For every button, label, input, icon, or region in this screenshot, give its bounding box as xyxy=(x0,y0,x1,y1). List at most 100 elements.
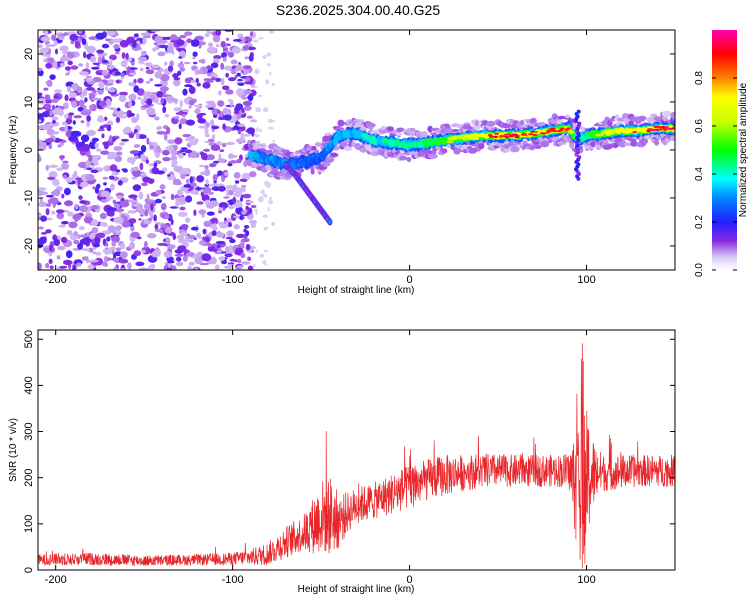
noise-blob xyxy=(264,180,269,187)
noise-blob xyxy=(140,136,147,139)
ridge-halo xyxy=(427,125,433,133)
noise-blob xyxy=(236,265,244,269)
noise-blob xyxy=(237,258,242,264)
noise-blob xyxy=(236,140,246,144)
noise-blob xyxy=(99,222,104,226)
noise-blob xyxy=(82,143,90,152)
noise-blob xyxy=(128,113,135,117)
noise-blob xyxy=(179,67,186,72)
noise-blob xyxy=(68,114,73,120)
figure-title: S236.2025.304.00.40.G25 xyxy=(276,2,440,18)
noise-blob xyxy=(62,174,67,179)
noise-blob xyxy=(241,185,247,188)
noise-blob xyxy=(153,162,158,168)
ridge-halo xyxy=(569,141,575,149)
noise-blob xyxy=(137,56,148,62)
colorbar: 0.0 0.2 0.4 0.6 0.8 Normalized spectral ampl… xyxy=(694,30,749,277)
noise-blob xyxy=(141,249,146,254)
noise-blob xyxy=(56,255,61,260)
noise-blob xyxy=(65,250,73,259)
noise-blob xyxy=(162,106,167,114)
noise-blob xyxy=(255,210,258,215)
noise-blob xyxy=(245,243,251,251)
noise-blob xyxy=(199,67,203,75)
noise-blob xyxy=(38,119,42,123)
noise-blob xyxy=(72,120,76,125)
noise-blob xyxy=(204,127,209,135)
x-tick-label: 0 xyxy=(407,274,413,286)
ridge-core xyxy=(545,131,550,134)
noise-blob xyxy=(75,139,79,145)
noise-blob xyxy=(103,182,107,186)
noise-blob xyxy=(85,160,91,166)
ridge-halo xyxy=(557,141,567,146)
noise-blob xyxy=(266,52,272,57)
noise-blob xyxy=(40,232,48,235)
noise-blob xyxy=(160,73,170,82)
ridge-halo xyxy=(323,161,331,167)
noise-blob xyxy=(208,184,216,187)
noise-blob xyxy=(111,248,115,255)
noise-blob xyxy=(79,99,84,107)
noise-blob xyxy=(78,226,85,231)
ridge-halo xyxy=(427,153,438,159)
noise-blob xyxy=(239,214,244,221)
noise-blob xyxy=(188,261,195,266)
noise-blob xyxy=(134,155,139,160)
ridge-core xyxy=(632,131,638,134)
x-tick-label: 0 xyxy=(407,574,413,586)
noise-blob xyxy=(206,30,210,35)
noise-blob xyxy=(182,113,186,118)
noise-blob xyxy=(102,124,109,128)
colorbar-tick-label: 0.6 xyxy=(694,119,705,133)
noise-blob xyxy=(116,195,123,200)
noise-blob xyxy=(160,203,167,211)
noise-blob xyxy=(222,107,229,115)
noise-blob xyxy=(102,176,109,180)
noise-blob xyxy=(61,221,69,225)
noise-blob xyxy=(185,195,193,203)
noise-blob xyxy=(235,88,245,96)
ridge-halo xyxy=(298,168,305,173)
noise-blob xyxy=(158,39,168,44)
ridge-core xyxy=(552,129,558,132)
ridge-halo xyxy=(257,144,267,148)
noise-blob xyxy=(244,225,250,229)
noise-blob xyxy=(221,52,227,59)
noise-blob xyxy=(78,71,89,76)
noise-blob xyxy=(165,146,175,151)
noise-blob xyxy=(243,67,250,75)
colorbar-tick-label: 0.4 xyxy=(694,167,705,181)
noise-blob xyxy=(218,90,222,96)
noise-blob xyxy=(193,191,199,195)
noise-blob xyxy=(44,99,53,104)
noise-blob xyxy=(38,107,44,110)
noise-blob xyxy=(144,92,153,96)
noise-blob xyxy=(235,103,243,110)
noise-blob xyxy=(90,169,99,174)
noise-blob xyxy=(113,44,120,49)
noise-blob xyxy=(70,65,79,70)
noise-blob xyxy=(69,33,79,42)
ridge-core xyxy=(522,134,528,137)
noise-blob xyxy=(109,58,113,66)
noise-blob xyxy=(157,125,163,130)
snr-panel: -200 -100 0 100 0 100 200 300 400 500 Height of … xyxy=(8,329,676,595)
noise-blob xyxy=(102,59,109,64)
noise-blob xyxy=(200,58,206,64)
noise-blob xyxy=(154,150,160,159)
noise-blob xyxy=(196,251,204,258)
noise-blob xyxy=(51,34,57,41)
noise-blob xyxy=(144,62,153,67)
noise-blob xyxy=(166,126,171,135)
ridge-halo xyxy=(384,149,389,157)
noise-blob xyxy=(47,176,56,180)
branch-core xyxy=(328,220,332,224)
x-tick-label: -100 xyxy=(222,274,244,286)
noise-blob xyxy=(53,95,59,99)
noise-blob xyxy=(247,265,254,270)
noise-blob xyxy=(253,263,256,268)
noise-blob xyxy=(58,109,64,117)
noise-blob xyxy=(109,164,118,172)
noise-blob xyxy=(38,44,43,48)
